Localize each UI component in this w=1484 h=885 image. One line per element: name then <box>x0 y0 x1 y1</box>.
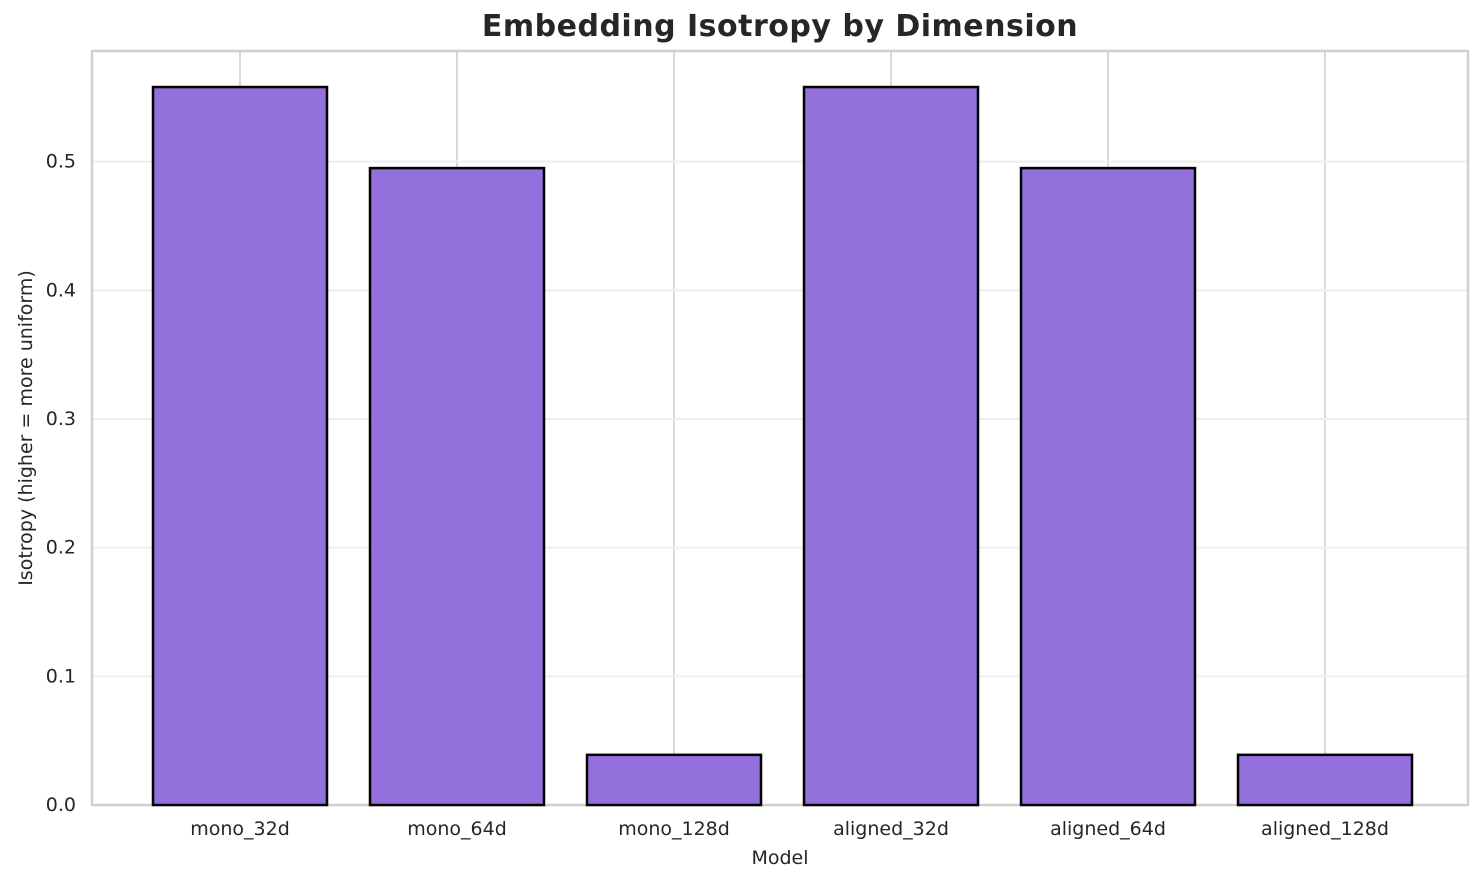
bar-aligned_128d <box>1236 753 1414 807</box>
x-tick-label: mono_32d <box>190 818 290 840</box>
x-axis-label: Model <box>751 847 809 869</box>
y-tick-label: 0.0 <box>46 794 76 816</box>
bar-mono_64d <box>368 166 546 807</box>
bar-aligned_32d <box>802 85 980 807</box>
x-tick-label: mono_64d <box>407 818 507 840</box>
x-tick-label: aligned_32d <box>833 818 949 840</box>
bar-aligned_64d <box>1019 166 1197 807</box>
x-tick-label: aligned_64d <box>1050 818 1166 840</box>
y-tick-label: 0.2 <box>46 537 76 559</box>
y-tick-label: 0.1 <box>46 665 76 687</box>
bar-mono_128d <box>585 753 763 807</box>
y-tick-label: 0.3 <box>46 408 76 430</box>
chart-title: Embedding Isotropy by Dimension <box>481 9 1079 44</box>
x-tick-label: mono_128d <box>618 818 730 840</box>
bar-mono_32d <box>151 85 329 807</box>
y-tick-label: 0.5 <box>46 151 76 173</box>
y-tick-label: 0.4 <box>46 279 76 301</box>
y-axis-label: Isotropy (higher = more uniform) <box>15 270 37 586</box>
plot-border <box>90 49 1470 807</box>
x-tick-label: aligned_128d <box>1261 818 1389 840</box>
